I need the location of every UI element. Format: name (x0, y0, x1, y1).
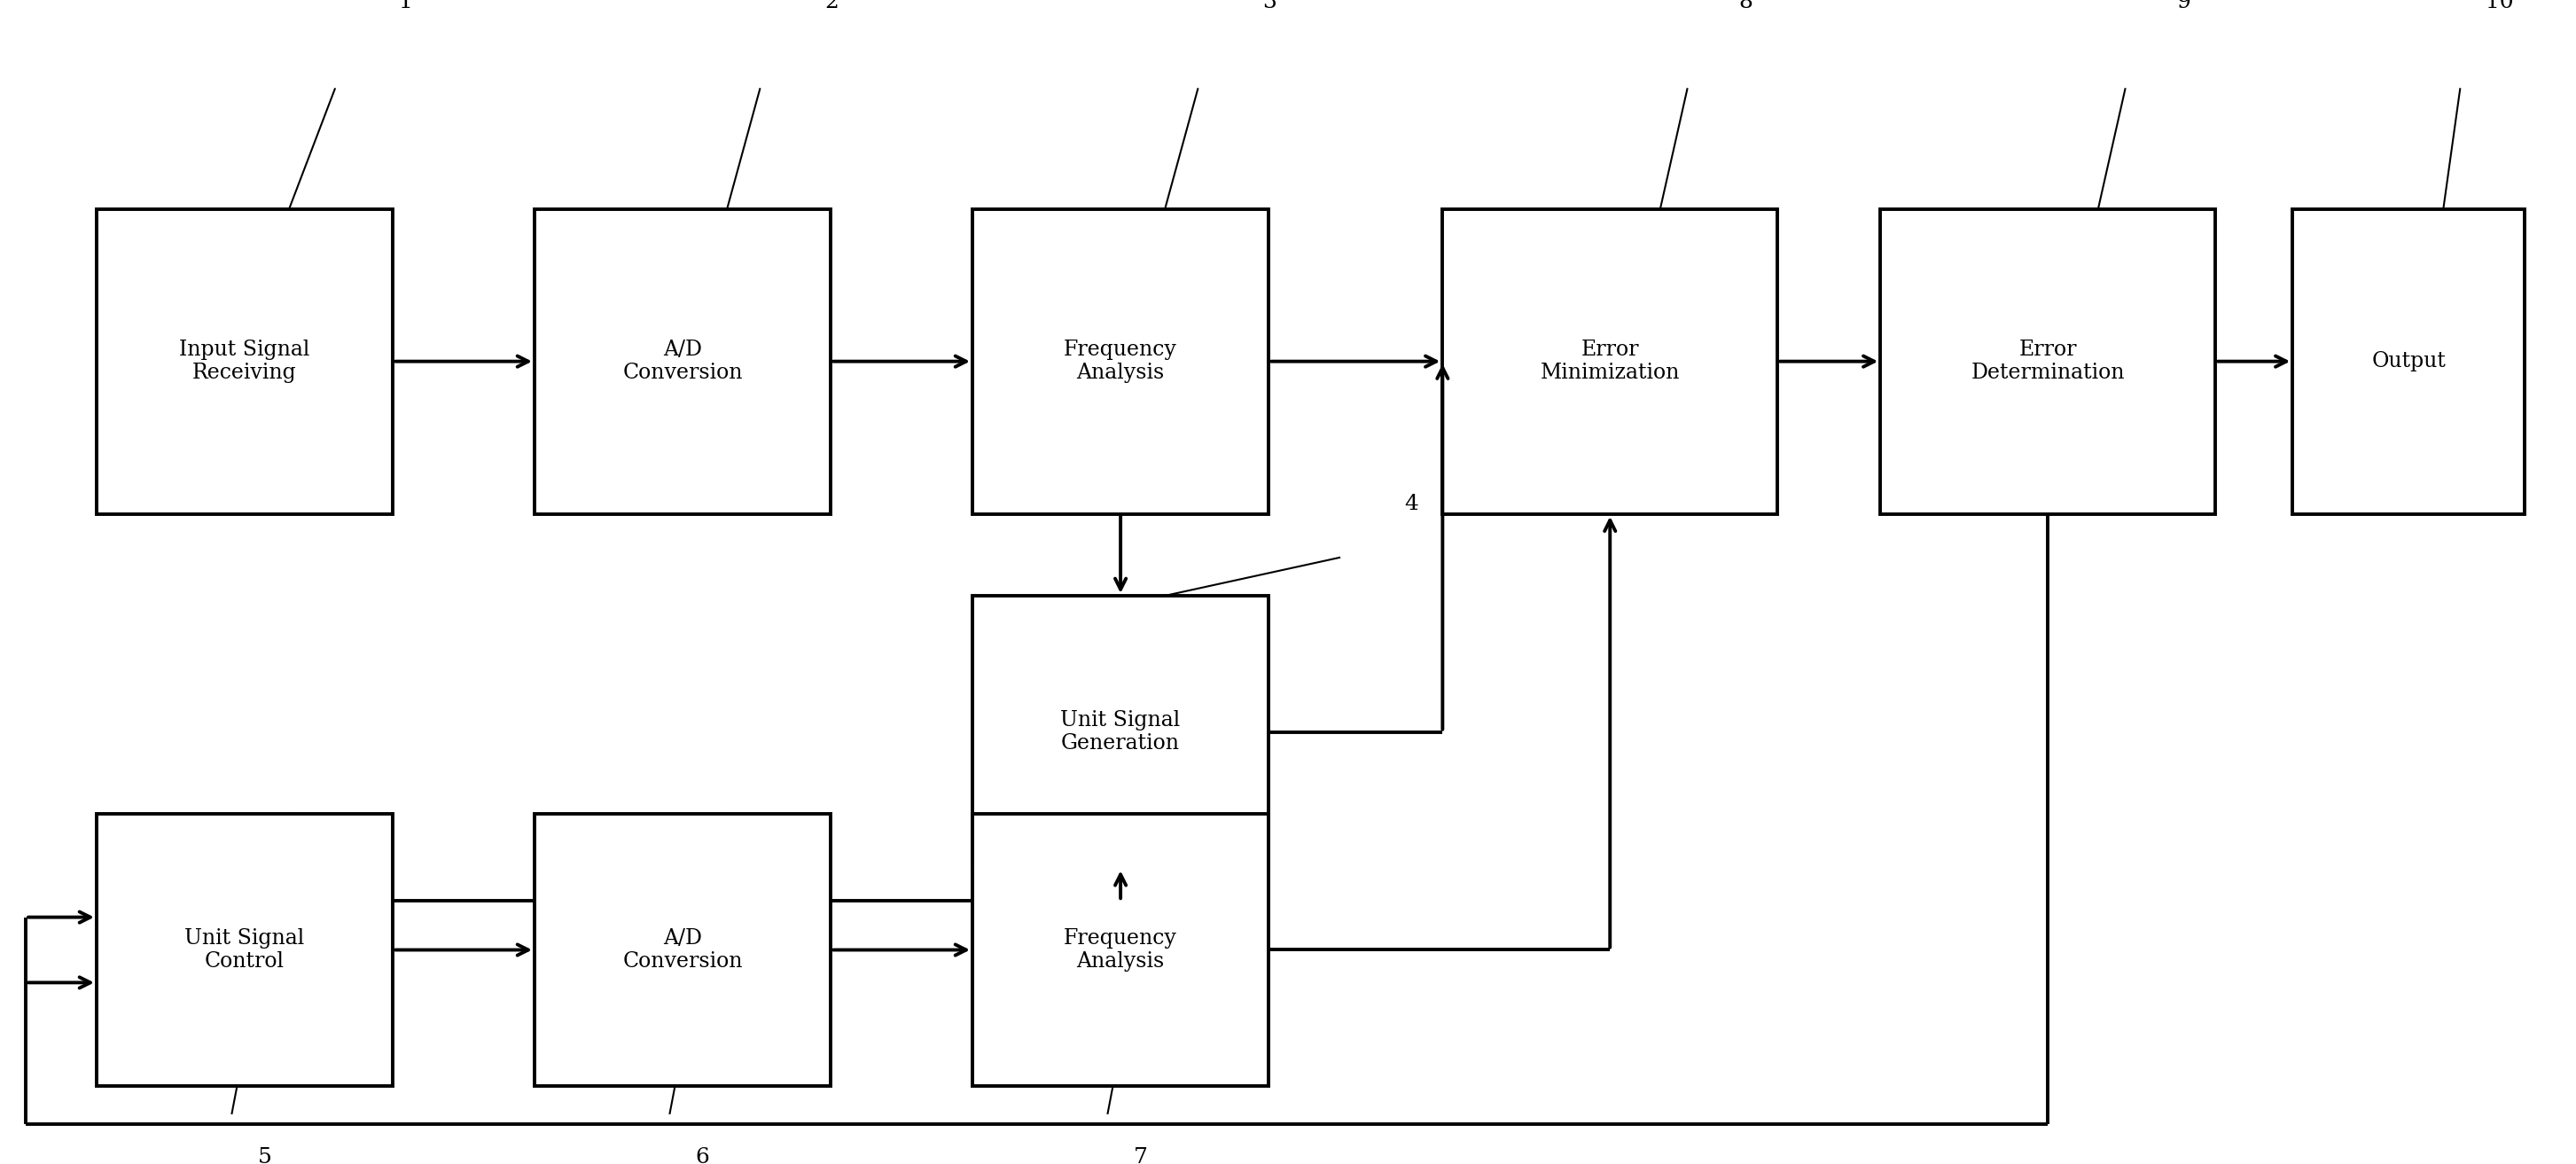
Text: A/D
Conversion: A/D Conversion (623, 928, 742, 972)
Bar (536, 814, 829, 1086)
Text: 10: 10 (2486, 0, 2514, 13)
Bar (974, 814, 1270, 1086)
Text: 8: 8 (1739, 0, 1752, 13)
Text: Error
Minimization: Error Minimization (1540, 340, 1680, 383)
Text: 2: 2 (824, 0, 837, 13)
Bar (2293, 208, 2524, 514)
Text: 3: 3 (1262, 0, 1275, 13)
Text: 7: 7 (1133, 1148, 1146, 1164)
Text: Unit Signal
Generation: Unit Signal Generation (1061, 710, 1180, 754)
Bar (1880, 208, 2215, 514)
Bar (1443, 208, 1777, 514)
Text: Unit Signal
Control: Unit Signal Control (185, 928, 304, 972)
Text: 1: 1 (399, 0, 412, 13)
Bar (98, 814, 392, 1086)
Bar (98, 208, 392, 514)
Bar (536, 208, 829, 514)
Text: 6: 6 (696, 1148, 708, 1164)
Text: Input Signal
Receiving: Input Signal Receiving (180, 340, 309, 383)
Text: Error
Determination: Error Determination (1971, 340, 2125, 383)
Text: 5: 5 (258, 1148, 270, 1164)
Bar (974, 208, 1270, 514)
Bar (974, 596, 1270, 868)
Text: Output: Output (2372, 352, 2445, 371)
Text: A/D
Conversion: A/D Conversion (623, 340, 742, 383)
Text: Frequency
Analysis: Frequency Analysis (1064, 340, 1177, 383)
Text: Frequency
Analysis: Frequency Analysis (1064, 928, 1177, 972)
Text: 9: 9 (2177, 0, 2190, 13)
Text: 4: 4 (1404, 494, 1417, 514)
